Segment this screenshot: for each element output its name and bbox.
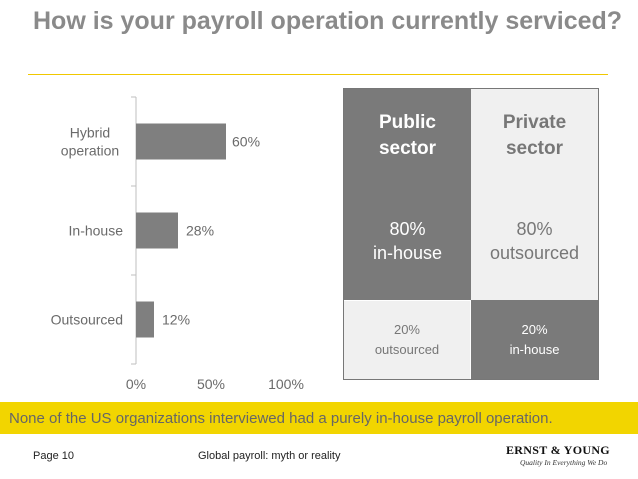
- logo-name: ERNST & YOUNG: [506, 443, 610, 457]
- page-title: How is your payroll operation currently …: [33, 7, 623, 35]
- public-main-share: 80% in-house: [344, 182, 471, 300]
- bar-1: [136, 212, 178, 249]
- sector-comparison-grid: Public sector Private sector 80% in-hous…: [343, 88, 599, 380]
- data-label: 28%: [186, 223, 214, 239]
- public-minor-share: 20% outsourced: [344, 300, 471, 379]
- bar-0: [136, 123, 226, 160]
- bar-2: [136, 301, 154, 338]
- public-sector-header: Public sector: [344, 89, 471, 182]
- x-tick-label: 100%: [268, 376, 304, 392]
- ernst-young-logo: ERNST & YOUNG Quality In Everything We D…: [506, 443, 616, 471]
- title-underline: [28, 74, 608, 75]
- data-label: 12%: [162, 312, 190, 328]
- document-title: Global payroll: myth or reality: [198, 450, 341, 462]
- private-minor-share: 20% in-house: [471, 300, 598, 379]
- category-label: In-house: [69, 223, 124, 239]
- payroll-bar-chart: Hybrid operation 60% In-house 28% Outsourced 1…: [51, 96, 304, 392]
- x-tick-label: 50%: [197, 376, 225, 392]
- category-label: Outsourced: [51, 312, 123, 328]
- category-label: Hybrid operation: [61, 125, 119, 159]
- logo-tagline: Quality In Everything We Do: [520, 458, 608, 467]
- x-tick-label: 0%: [126, 376, 146, 392]
- page-number: Page 10: [33, 450, 74, 462]
- data-label: 60%: [232, 134, 260, 150]
- private-main-share: 80% outsourced: [471, 182, 598, 300]
- key-finding-banner: None of the US organizations interviewed…: [0, 402, 638, 434]
- private-sector-header: Private sector: [471, 89, 598, 182]
